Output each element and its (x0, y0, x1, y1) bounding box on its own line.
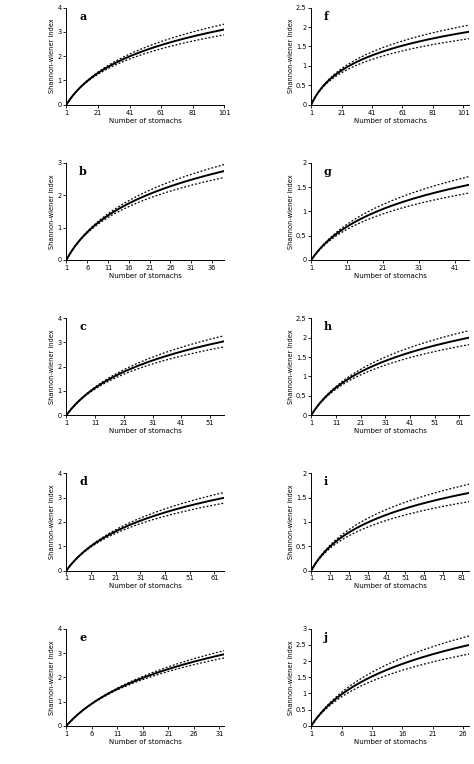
Y-axis label: Shannon-wiener index: Shannon-wiener index (288, 174, 294, 249)
Text: f: f (324, 11, 328, 21)
X-axis label: Number of stomachs: Number of stomachs (354, 584, 427, 590)
Y-axis label: Shannon-wiener index: Shannon-wiener index (49, 19, 55, 93)
X-axis label: Number of stomachs: Number of stomachs (109, 428, 182, 434)
Text: g: g (324, 166, 332, 176)
Text: c: c (79, 321, 86, 332)
Y-axis label: Shannon-wiener index: Shannon-wiener index (288, 640, 294, 714)
Text: i: i (324, 477, 328, 487)
Y-axis label: Shannon-wiener index: Shannon-wiener index (288, 329, 294, 404)
Y-axis label: Shannon-wiener index: Shannon-wiener index (49, 329, 55, 404)
X-axis label: Number of stomachs: Number of stomachs (354, 118, 427, 124)
Text: b: b (79, 166, 87, 176)
X-axis label: Number of stomachs: Number of stomachs (354, 739, 427, 745)
Text: a: a (79, 11, 86, 21)
X-axis label: Number of stomachs: Number of stomachs (109, 118, 182, 124)
Y-axis label: Shannon-wiener index: Shannon-wiener index (288, 484, 294, 559)
X-axis label: Number of stomachs: Number of stomachs (354, 428, 427, 434)
Text: j: j (324, 632, 328, 643)
Y-axis label: Shannon-wiener index: Shannon-wiener index (49, 640, 55, 714)
X-axis label: Number of stomachs: Number of stomachs (109, 273, 182, 279)
Text: e: e (79, 632, 86, 643)
X-axis label: Number of stomachs: Number of stomachs (109, 739, 182, 745)
Text: d: d (79, 477, 87, 487)
Text: h: h (324, 321, 332, 332)
Y-axis label: Shannon-wiener index: Shannon-wiener index (49, 174, 55, 249)
X-axis label: Number of stomachs: Number of stomachs (109, 584, 182, 590)
Y-axis label: Shannon-wiener index: Shannon-wiener index (49, 484, 55, 559)
X-axis label: Number of stomachs: Number of stomachs (354, 273, 427, 279)
Y-axis label: Shannon-wiener index: Shannon-wiener index (288, 19, 294, 93)
